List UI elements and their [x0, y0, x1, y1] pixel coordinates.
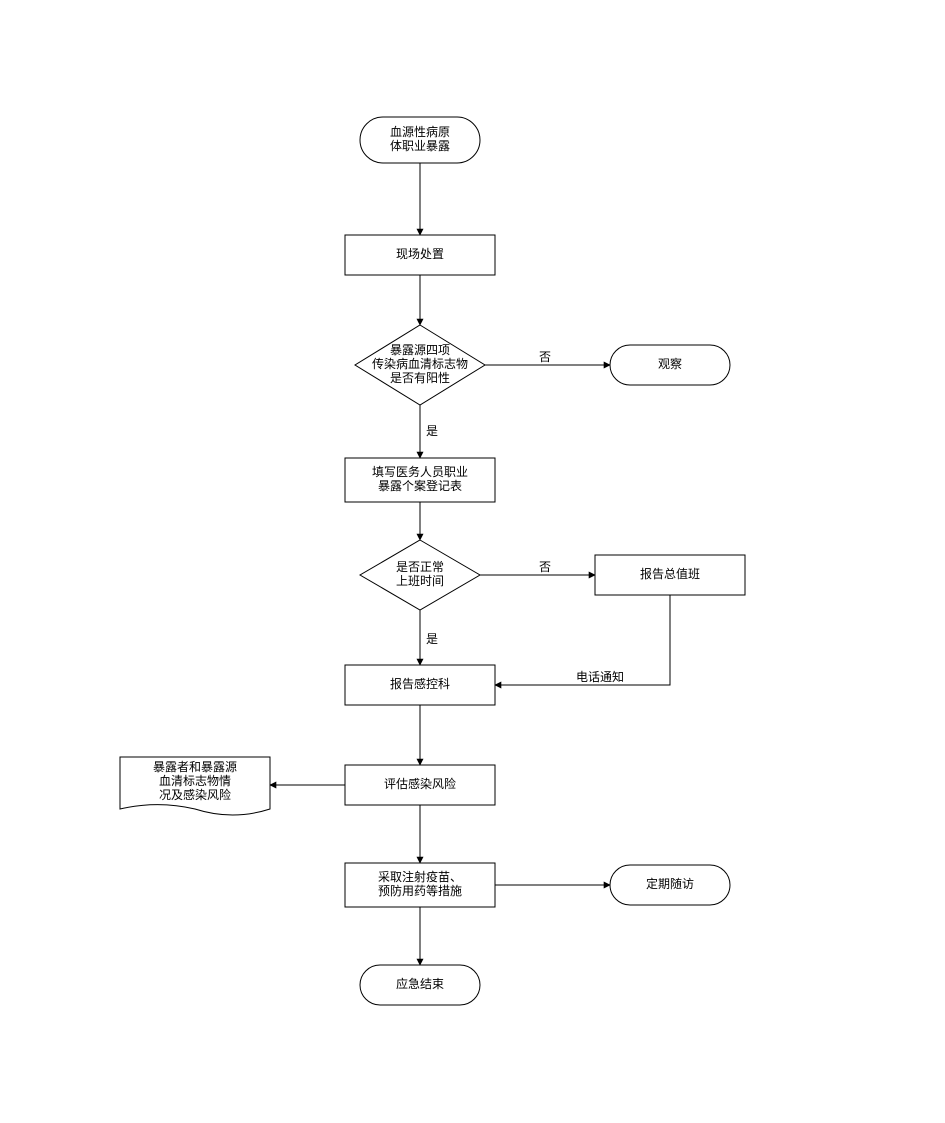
edge-label-decision1-observe: 否 [539, 350, 551, 364]
node-measures-line-0: 采取注射疫苗、 [378, 869, 462, 884]
node-decision1: 暴露源四项传染病血清标志物是否有阳性 [355, 325, 485, 405]
node-observe: 观察 [610, 345, 730, 385]
edge-label-decision1-fillform: 是 [426, 424, 438, 438]
node-reportinf: 报告感控科 [345, 665, 495, 705]
node-assess: 评估感染风险 [345, 765, 495, 805]
node-decision2-line-1: 上班时间 [396, 574, 444, 588]
node-fillform: 填写医务人员职业暴露个案登记表 [345, 458, 495, 502]
node-decision1-line-1: 传染病血清标志物 [372, 356, 468, 371]
node-start-line-1: 体职业暴露 [390, 139, 450, 153]
node-doc-line-2: 况及感染风险 [159, 787, 231, 802]
edge-label-decision2-reportduty: 否 [539, 560, 551, 574]
node-followup-line-0: 定期随访 [646, 876, 694, 891]
node-reportduty: 报告总值班 [595, 555, 745, 595]
node-reportinf-line-0: 报告感控科 [390, 676, 450, 691]
node-start-line-0: 血源性病原 [390, 124, 450, 139]
node-decision1-line-2: 是否有阳性 [390, 371, 450, 385]
node-measures-line-1: 预防用药等措施 [378, 883, 462, 898]
flowchart-canvas: 否是否是电话通知血源性病原体职业暴露现场处置暴露源四项传染病血清标志物是否有阳性… [0, 0, 945, 1123]
edge-label-decision2-reportinf: 是 [426, 632, 438, 646]
node-doc-line-0: 暴露者和暴露源 [153, 760, 237, 774]
node-doc: 暴露者和暴露源血清标志物情况及感染风险 [120, 757, 270, 815]
node-decision1-line-0: 暴露源四项 [390, 343, 450, 357]
node-assess-line-0: 评估感染风险 [384, 776, 456, 791]
node-start: 血源性病原体职业暴露 [360, 117, 480, 163]
node-end: 应急结束 [360, 965, 480, 1005]
node-measures: 采取注射疫苗、预防用药等措施 [345, 863, 495, 907]
node-doc-line-1: 血清标志物情 [159, 774, 231, 788]
node-onsite: 现场处置 [345, 235, 495, 275]
node-decision2: 是否正常上班时间 [360, 540, 480, 610]
node-onsite-line-0: 现场处置 [396, 247, 444, 261]
node-observe-line-0: 观察 [658, 357, 682, 371]
node-followup: 定期随访 [610, 865, 730, 905]
node-fillform-line-1: 暴露个案登记表 [378, 478, 462, 493]
node-reportduty-line-0: 报告总值班 [640, 566, 700, 581]
edge-label-reportduty-reportinf: 电话通知 [576, 670, 624, 684]
node-end-line-0: 应急结束 [396, 976, 444, 991]
node-decision2-line-0: 是否正常 [396, 560, 444, 574]
node-fillform-line-0: 填写医务人员职业 [372, 464, 468, 479]
